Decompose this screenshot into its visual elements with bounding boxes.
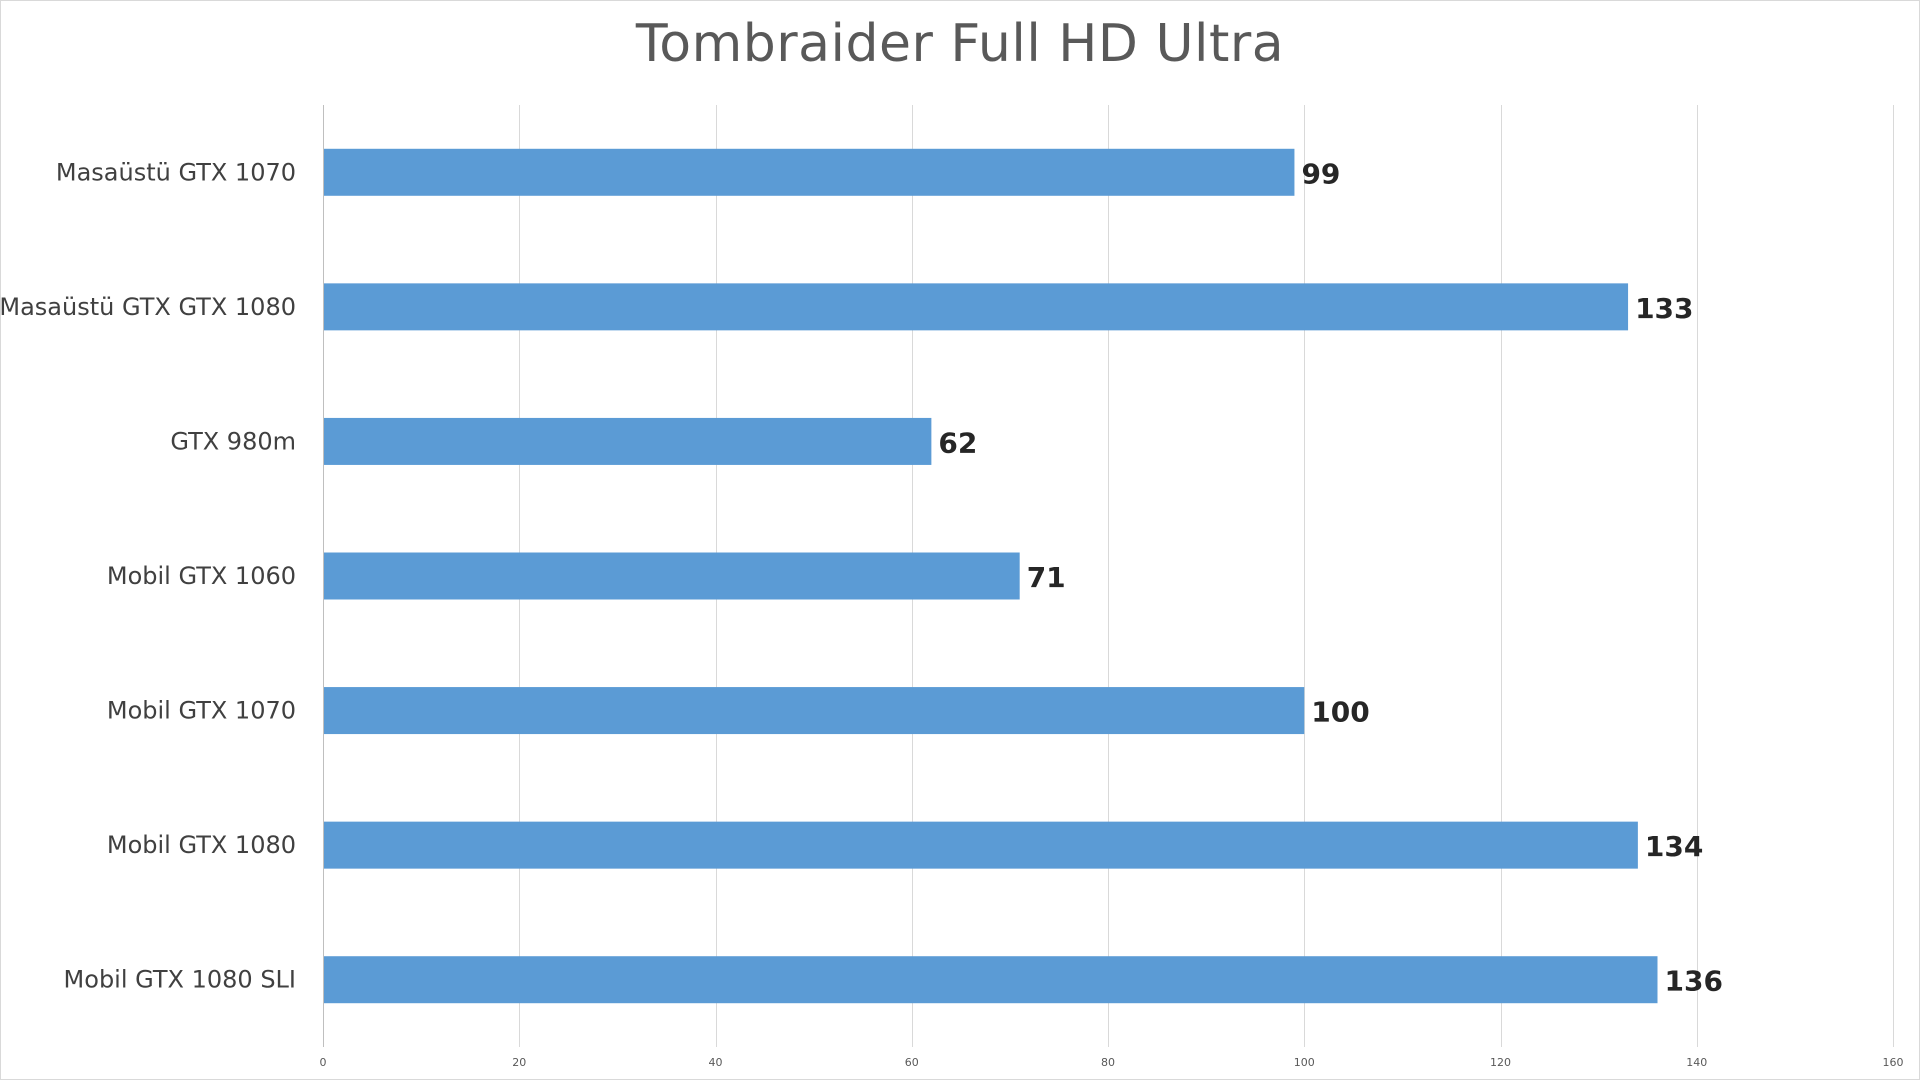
data-label: 133 — [1635, 292, 1693, 325]
data-label: 100 — [1311, 696, 1369, 729]
bar — [324, 821, 1638, 869]
category-label: Mobil GTX 1070 — [107, 697, 296, 725]
bar — [324, 552, 1020, 600]
category-label: Masaüstü GTX GTX 1080 — [0, 293, 296, 321]
chart-title: Tombraider Full HD Ultra — [635, 14, 1285, 74]
data-label: 71 — [1027, 561, 1066, 594]
x-tick-label: 160 — [1883, 1056, 1904, 1069]
x-tick-label: 0 — [320, 1056, 327, 1069]
data-label: 134 — [1645, 830, 1703, 863]
x-tick-label: 60 — [905, 1056, 919, 1069]
bar — [324, 417, 932, 465]
data-label: 62 — [938, 426, 977, 459]
category-label: Mobil GTX 1080 — [107, 831, 296, 859]
x-tick-label: 80 — [1101, 1056, 1115, 1069]
x-tick-label: 40 — [709, 1056, 723, 1069]
category-label: GTX 980m — [170, 427, 296, 455]
data-label: 99 — [1301, 157, 1340, 190]
x-tick-label: 20 — [512, 1056, 526, 1069]
data-label: 136 — [1665, 965, 1723, 998]
x-tick-label: 140 — [1686, 1056, 1707, 1069]
category-label: Mobil GTX 1060 — [107, 562, 296, 590]
category-label: Masaüstü GTX 1070 — [56, 158, 296, 186]
bar — [324, 148, 1295, 196]
bar — [324, 956, 1658, 1004]
x-tick-label: 120 — [1490, 1056, 1511, 1069]
x-tick-label: 100 — [1294, 1056, 1315, 1069]
bar — [324, 283, 1629, 331]
category-label: Mobil GTX 1080 SLI — [64, 966, 296, 994]
bar — [324, 687, 1305, 735]
